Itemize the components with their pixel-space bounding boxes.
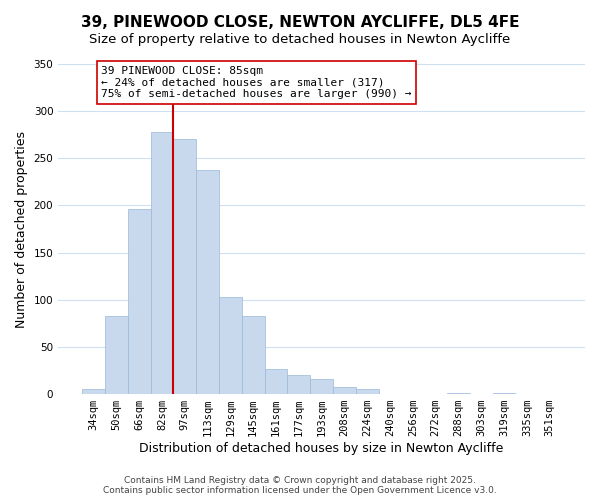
Bar: [265, 368, 287, 394]
Text: Contains HM Land Registry data © Crown copyright and database right 2025.
Contai: Contains HM Land Registry data © Crown c…: [103, 476, 497, 495]
Bar: [82, 390, 105, 394]
Text: 39, PINEWOOD CLOSE, NEWTON AYCLIFFE, DL5 4FE: 39, PINEWOOD CLOSE, NEWTON AYCLIFFE, DL5…: [81, 15, 519, 30]
Bar: [287, 375, 310, 394]
Bar: [219, 297, 242, 394]
Bar: [356, 390, 379, 394]
Bar: [173, 140, 196, 394]
Bar: [493, 393, 515, 394]
Text: 39 PINEWOOD CLOSE: 85sqm
← 24% of detached houses are smaller (317)
75% of semi-: 39 PINEWOOD CLOSE: 85sqm ← 24% of detach…: [101, 66, 412, 99]
Bar: [333, 388, 356, 394]
Bar: [242, 316, 265, 394]
Text: Size of property relative to detached houses in Newton Aycliffe: Size of property relative to detached ho…: [89, 32, 511, 46]
Bar: [128, 209, 151, 394]
Y-axis label: Number of detached properties: Number of detached properties: [15, 130, 28, 328]
Bar: [447, 393, 470, 394]
Bar: [310, 379, 333, 394]
Bar: [196, 170, 219, 394]
Bar: [105, 316, 128, 394]
Bar: [151, 132, 173, 394]
X-axis label: Distribution of detached houses by size in Newton Aycliffe: Distribution of detached houses by size …: [139, 442, 504, 455]
